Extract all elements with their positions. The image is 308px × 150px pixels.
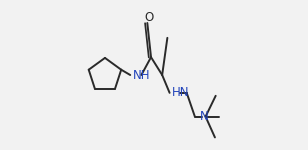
Text: NH: NH — [133, 69, 151, 81]
Text: HN: HN — [172, 86, 189, 99]
Text: O: O — [144, 11, 153, 24]
Text: N: N — [199, 110, 208, 123]
